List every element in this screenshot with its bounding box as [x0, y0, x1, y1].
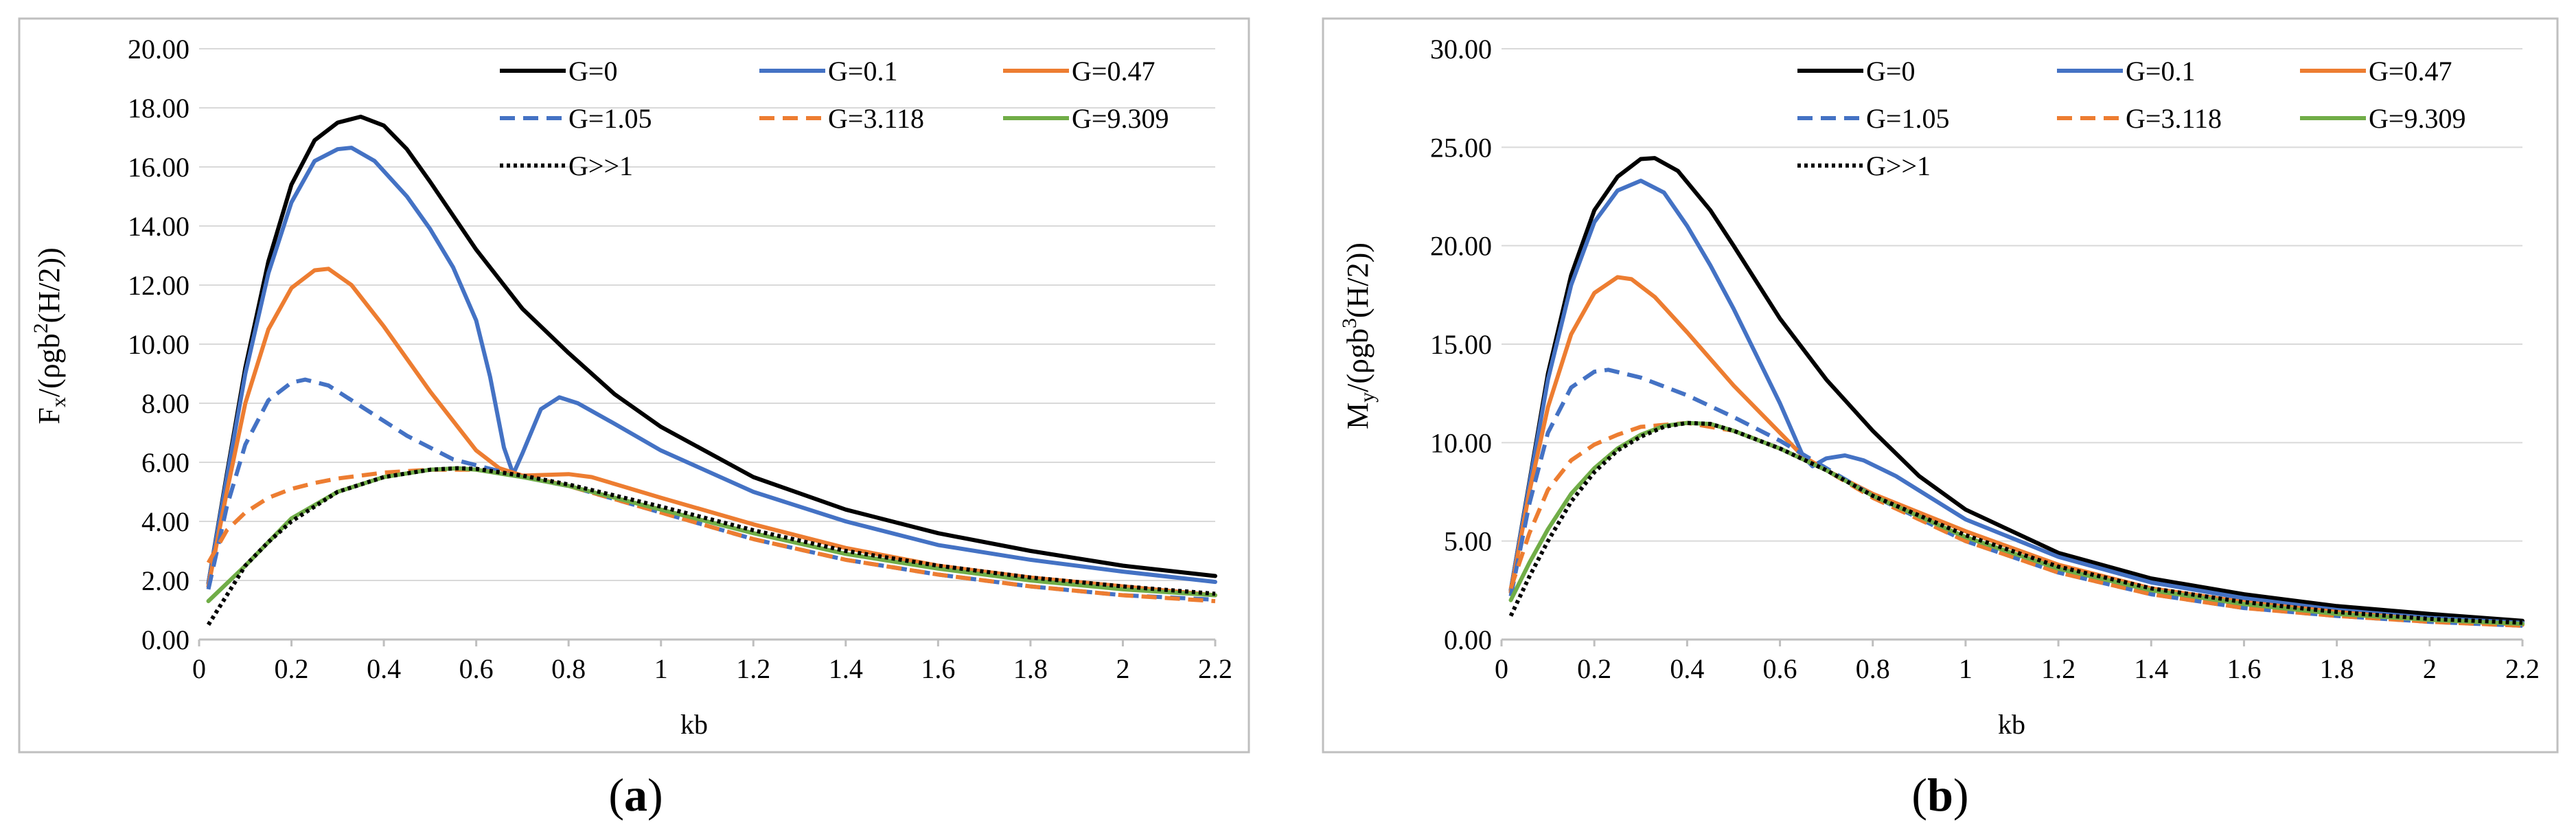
chart-b-x-tick-label: 0	[1495, 653, 1508, 684]
chart-a-legend-label: G=9.309	[1072, 103, 1169, 134]
chart-b-y-tick-label: 30.00	[1430, 34, 1492, 65]
chart-a-x-tick-label: 1.8	[1013, 653, 1048, 684]
chart-a-x-tick-label: 1.6	[921, 653, 955, 684]
chart-a-legend-label: G>>1	[568, 150, 633, 181]
chart-b-legend-label: G>>1	[1866, 150, 1931, 181]
chart-a-x-tick-label: 2	[1116, 653, 1129, 684]
chart-a-y-tick-label: 2.00	[141, 565, 189, 596]
chart-a-legend-label: G=0.1	[828, 56, 897, 87]
chart-b-x-tick-label: 1.6	[2227, 653, 2261, 684]
chart-b-y-tick-labels: 0.00 5.00 10.00 15.00 20.00 25.00 30.00	[1430, 34, 1492, 655]
chart-a-x-tick-label: 1.2	[736, 653, 770, 684]
chart-a-x-axis-title: kb	[680, 709, 708, 740]
chart-a-x-tick-label: 0	[192, 653, 206, 684]
chart-b-x-tick-label: 1.8	[2320, 653, 2354, 684]
chart-a-x-tick-label: 0.4	[367, 653, 401, 684]
chart-b-legend-label: G=1.05	[1866, 103, 1949, 134]
chart-a-legend: G=0 G=0.1 G=0.47 G=1.05 G=3.118 G=9.309 G>>1	[500, 56, 1169, 181]
chart-a-caption: (a)	[608, 769, 663, 821]
chart-b-series	[1508, 156, 2525, 628]
chart-b-y-tick-label: 10.00	[1430, 427, 1492, 458]
chart-a-series-G-0.1	[206, 146, 1217, 586]
chart-a-y-tick-label: 18.00	[128, 93, 189, 124]
chart-b-legend: G=0 G=0.1 G=0.47 G=1.05 G=3.118 G=9.309 G>>1	[1797, 56, 2465, 181]
chart-b-legend-label: G=9.309	[2369, 103, 2465, 134]
chart-a-series	[206, 114, 1217, 626]
chart-b-y-tick-label: 15.00	[1430, 329, 1492, 360]
chart-b-x-tick-label: 0.4	[1670, 653, 1704, 684]
chart-a-x-tick-label: 2.2	[1198, 653, 1232, 684]
chart-a-x-tick-label: 0.8	[551, 653, 586, 684]
chart-b-series-G-1	[1508, 420, 2523, 625]
chart-a-y-tick-label: 12.00	[128, 270, 189, 301]
chart-a-y-tick-label: 14.00	[128, 211, 189, 242]
chart-b-x-tick-label: 1.2	[2041, 653, 2075, 684]
chart-a-x-tick-label: 1	[654, 653, 668, 684]
chart-b-x-tick-label: 2.2	[2505, 653, 2540, 684]
chart-a-series-G-3.118	[206, 467, 1216, 604]
chart-a-y-tick-label: 6.00	[141, 447, 189, 478]
chart-b-x-tick-label: 0.2	[1577, 653, 1611, 684]
chart-b-legend-label: G=3.118	[2126, 103, 2222, 134]
chart-b-x-tick-label: 1.4	[2134, 653, 2168, 684]
chart-a-y-tick-label: 10.00	[128, 329, 189, 360]
chart-a: 0 0.2 0.4 0.6 0.8 1 1.2 1.4 1.6 1.8 2 2.2 0.00 2.00 4…	[18, 17, 1250, 754]
chart-b-x-tick-label: 0.8	[1856, 653, 1890, 684]
chart-a-y-tick-label: 8.00	[141, 388, 189, 419]
chart-b-series-G-0	[1508, 156, 2525, 623]
chart-a-legend-label: G=0.47	[1072, 56, 1155, 87]
chart-a-legend-label: G=0	[568, 56, 617, 87]
chart-a-legend-label: G=3.118	[828, 103, 924, 134]
chart-a-y-tick-label: 4.00	[141, 506, 189, 537]
chart-a-series-G-1	[206, 466, 1216, 626]
chart-b-frame	[1322, 17, 2559, 754]
chart-b-y-tick-label: 25.00	[1430, 132, 1492, 163]
chart-a-x-tick-label: 0.2	[275, 653, 309, 684]
chart-b-series-G-1.05	[1508, 368, 2523, 628]
chart-a-y-tick-labels: 0.00 2.00 4.00 6.00 8.00 10.00 12.00 14.00 16.00…	[128, 34, 189, 655]
chart-a-series-G-0.47	[206, 267, 1217, 598]
chart-a-legend-label: G=1.05	[568, 103, 652, 134]
chart-b-x-tick-labels: 0 0.2 0.4 0.6 0.8 1 1.2 1.4 1.6 1.8 2 2.2	[1495, 640, 2540, 684]
chart-b: 0 0.2 0.4 0.6 0.8 1 1.2 1.4 1.6 1.8 2 2.2 0.00 5.00 1…	[1322, 17, 2559, 754]
chart-a-x-tick-labels: 0 0.2 0.4 0.6 0.8 1 1.2 1.4 1.6 1.8 2 2.2	[192, 640, 1232, 684]
chart-a-frame	[18, 17, 1250, 754]
chart-a-y-tick-label: 20.00	[128, 34, 189, 65]
chart-b-legend-label: G=0.1	[2126, 56, 2195, 87]
chart-a-series-G-0	[206, 114, 1217, 586]
chart-a-x-tick-label: 1.4	[829, 653, 863, 684]
chart-a-y-axis-title: Fx/(ρgb2(H/2))	[30, 247, 70, 424]
chart-a-x-tick-label: 0.6	[459, 653, 494, 684]
chart-b-y-axis-title: My/(ρgb3(H/2))	[1338, 242, 1379, 429]
chart-b-gridlines	[1502, 48, 2522, 542]
chart-a-y-tick-label: 0.00	[141, 624, 189, 655]
chart-b-caption: (b)	[1911, 769, 1968, 821]
chart-b-y-tick-label: 5.00	[1444, 526, 1492, 557]
chart-b-y-tick-label: 20.00	[1430, 231, 1492, 262]
chart-b-series-G-0.1	[1508, 179, 2525, 625]
chart-b-y-tick-label: 0.00	[1444, 624, 1492, 655]
chart-b-x-axis-title: kb	[1998, 709, 2025, 740]
chart-a-y-tick-label: 16.00	[128, 152, 189, 183]
chart-b-legend-label: G=0.47	[2369, 56, 2452, 87]
chart-b-x-tick-label: 0.6	[1763, 653, 1797, 684]
chart-b-x-tick-label: 1	[1959, 653, 1973, 684]
chart-b-x-tick-label: 2	[2423, 653, 2437, 684]
chart-b-legend-label: G=0	[1866, 56, 1915, 87]
